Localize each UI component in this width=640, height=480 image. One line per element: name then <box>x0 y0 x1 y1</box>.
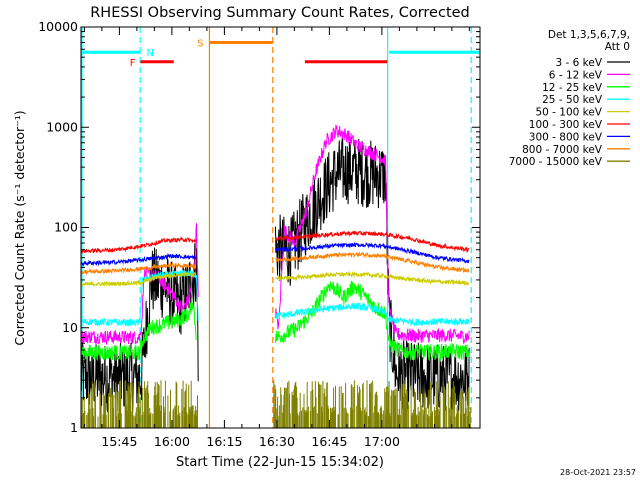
series-line-8 <box>81 380 471 428</box>
y-tick-label: 100 <box>54 220 78 235</box>
y-tick-label: 1000 <box>46 119 78 134</box>
series-line-2 <box>81 280 470 362</box>
legend-entry-label: 12 - 25 keV <box>542 82 603 94</box>
legend-header: Att 0 <box>605 41 630 53</box>
legend-entry-label: 7000 - 15000 keV <box>509 156 603 168</box>
legend-entry-label: 800 - 7000 keV <box>522 144 603 156</box>
series-line-7 <box>81 251 470 275</box>
legend-entry-label: 6 - 12 keV <box>549 69 603 81</box>
series-line-0 <box>81 137 470 414</box>
y-tick-label: 1 <box>70 420 78 435</box>
state-flags: NF S <box>81 39 480 69</box>
y-tick-label: 10000 <box>38 19 78 34</box>
legend-entry-label: 50 - 100 keV <box>535 107 602 119</box>
flag-label-F: F <box>130 58 136 69</box>
series-line-6 <box>81 241 470 267</box>
legend-header: Det 1,3,5,6,7,9, <box>548 29 630 41</box>
y-axis: 1 10 100 1000 10000 <box>38 19 480 435</box>
series-line-5 <box>81 230 470 254</box>
x-tick-label: 16:00 <box>154 434 190 449</box>
x-tick-label: 15:45 <box>101 434 137 449</box>
x-tick-label: 17:00 <box>364 434 400 449</box>
x-axis: 15:45 16:00 16:15 16:30 16:45 17:00 <box>83 27 470 449</box>
y-axis-label: Corrected Count Rate (s⁻¹ detector⁻¹) <box>12 110 27 345</box>
x-tick-label: 16:30 <box>259 434 295 449</box>
generation-timestamp: 28-Oct-2021 23:57 <box>560 468 636 477</box>
flag-label-N: N <box>147 48 154 59</box>
series-line-4 <box>81 270 470 288</box>
flag-label-S: S <box>197 39 203 50</box>
legend-entry-label: 25 - 50 keV <box>542 94 603 106</box>
y-tick-label: 10 <box>62 320 78 335</box>
legend-entry-label: 3 - 6 keV <box>555 57 602 69</box>
x-tick-label: 16:15 <box>206 434 242 449</box>
series-line-1 <box>81 124 470 346</box>
legend-entry-label: 100 - 300 keV <box>529 119 603 131</box>
x-axis-label: Start Time (22-Jun-15 15:34:02) <box>176 455 384 470</box>
series-line-3 <box>81 269 470 327</box>
chart-title: RHESSI Observing Summary Count Rates, Co… <box>90 5 470 21</box>
legend-entry-label: 300 - 800 keV <box>529 131 603 143</box>
series-lines <box>81 124 471 428</box>
x-tick-label: 16:45 <box>311 434 347 449</box>
